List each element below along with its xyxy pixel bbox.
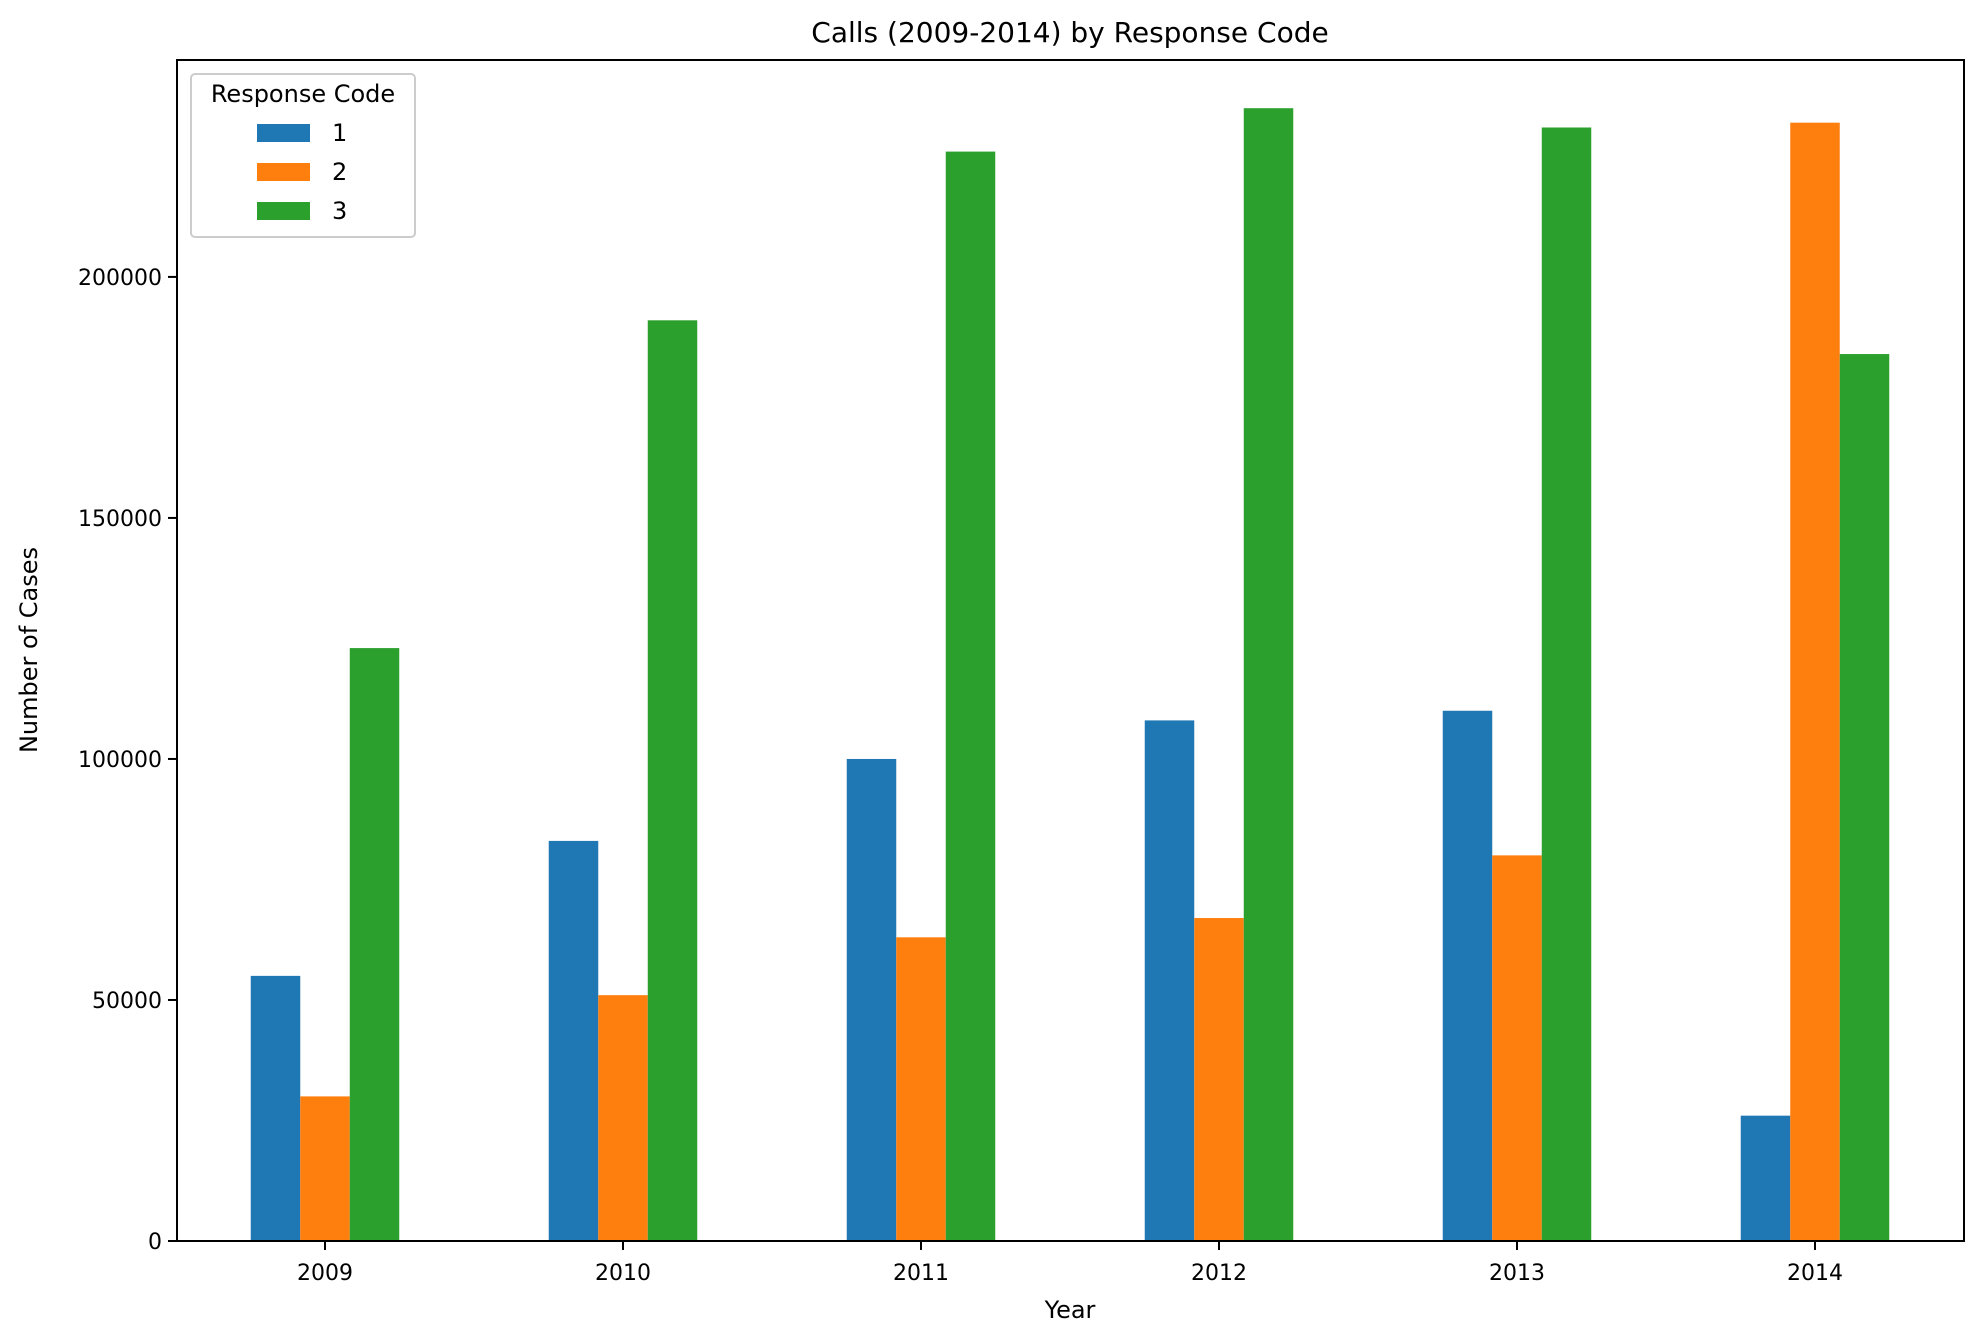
y-tick-label-50000: 50000 xyxy=(92,989,162,1014)
legend-label-code-1: 1 xyxy=(332,119,347,147)
legend-swatch-code-1 xyxy=(257,124,310,142)
bar-2010-code-3 xyxy=(647,320,698,1241)
x-tick-label-2010: 2010 xyxy=(595,1261,651,1286)
bar-2009-code-3 xyxy=(349,648,400,1241)
legend-box xyxy=(190,73,416,238)
bar-2012-code-1 xyxy=(1144,720,1195,1241)
legend-title: Response Code xyxy=(211,80,395,108)
bar-2010-code-1 xyxy=(548,840,599,1241)
plot-frame xyxy=(176,59,1965,1242)
y-tick-label-150000: 150000 xyxy=(78,507,162,532)
x-axis-label: Year xyxy=(1044,1296,1096,1324)
y-axis-label: Number of Cases xyxy=(15,547,43,753)
bar-2012-code-3 xyxy=(1243,108,1294,1242)
legend-label-code-2: 2 xyxy=(332,158,347,186)
plot-area xyxy=(250,108,1890,1242)
bar-2014-code-2 xyxy=(1790,122,1840,1241)
bar-2009-code-2 xyxy=(300,1096,350,1241)
bar-2011-code-2 xyxy=(896,937,946,1241)
bar-2013-code-2 xyxy=(1492,855,1542,1241)
bar-2014-code-3 xyxy=(1839,354,1890,1241)
bar-2013-code-3 xyxy=(1541,127,1592,1242)
chart-title: Calls (2009-2014) by Response Code xyxy=(811,16,1328,49)
bar-2012-code-2 xyxy=(1194,918,1244,1241)
y-tick-label-200000: 200000 xyxy=(78,266,162,291)
x-tick-label-2012: 2012 xyxy=(1191,1261,1247,1286)
legend-swatch-code-3 xyxy=(257,202,310,220)
legend-swatch-code-2 xyxy=(257,163,310,181)
y-tick-label-0: 0 xyxy=(148,1230,162,1255)
bar-2011-code-3 xyxy=(945,151,996,1242)
bar-2010-code-2 xyxy=(598,995,648,1241)
legend: Response Code 1 2 3 xyxy=(190,73,416,238)
bar-2009-code-1 xyxy=(250,975,301,1241)
x-tick-label-2011: 2011 xyxy=(893,1261,949,1286)
bar-2014-code-1 xyxy=(1740,1115,1791,1241)
x-axis: 2009 2010 2011 2012 2013 2014 xyxy=(297,1241,1843,1286)
y-tick-label-100000: 100000 xyxy=(78,748,162,773)
x-tick-label-2009: 2009 xyxy=(297,1261,353,1286)
legend-label-code-3: 3 xyxy=(332,197,347,225)
bar-2013-code-1 xyxy=(1442,710,1493,1241)
x-tick-label-2013: 2013 xyxy=(1489,1261,1545,1286)
y-axis: 0 50000 100000 150000 200000 xyxy=(78,266,177,1255)
x-tick-label-2014: 2014 xyxy=(1787,1261,1843,1286)
bar-2011-code-1 xyxy=(846,758,897,1241)
